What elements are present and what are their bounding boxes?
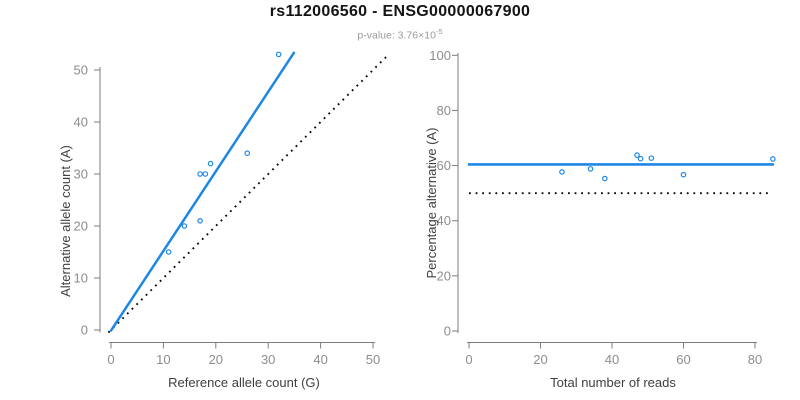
x-tick-label: 40 [313, 352, 327, 367]
data-point [202, 171, 209, 177]
x-tick-label: 50 [366, 352, 380, 367]
y-tick-label: 60 [437, 158, 451, 173]
y-tick-label: 0 [81, 323, 88, 338]
x-tick-label: 80 [748, 352, 762, 367]
x-axis-title: Reference allele count (G) [168, 375, 320, 390]
data-point [197, 171, 203, 177]
data-point [559, 169, 565, 175]
y-tick-label: 40 [437, 213, 451, 228]
x-tick-label: 20 [209, 352, 223, 367]
x-tick-label: 0 [107, 352, 114, 367]
x-tick-label: 0 [465, 352, 472, 367]
p-value-exponent: -5 [435, 27, 443, 36]
data-point [637, 155, 644, 162]
y-tick-label: 30 [74, 167, 88, 182]
data-point [648, 155, 655, 161]
y-tick-label: 50 [74, 63, 88, 78]
identity-line [107, 54, 389, 334]
data-point [634, 152, 640, 158]
data-point [602, 175, 608, 182]
x-tick-label: 10 [156, 352, 170, 367]
x-axis-title: Total number of reads [550, 375, 676, 390]
y-tick-label: 20 [74, 219, 88, 234]
x-tick-label: 60 [676, 352, 690, 367]
data-point [680, 171, 687, 178]
y-tick-label: 20 [437, 268, 451, 283]
data-point [275, 51, 282, 58]
data-point [197, 218, 203, 224]
y-tick-label: 80 [437, 103, 451, 118]
y-tick-label: 40 [74, 115, 88, 130]
data-point [165, 249, 172, 255]
data-point [207, 160, 214, 167]
p-value-subtitle: p-value: 3.76×10-5 [0, 25, 800, 43]
left-panel: 0 10 20 30 40 50 0 10 20 30 40 50 Reference allele c… [58, 51, 389, 390]
regression-line [109, 51, 296, 332]
x-tick-label: 30 [261, 352, 275, 367]
data-point [587, 166, 594, 172]
data-point [244, 150, 251, 157]
data-point [181, 223, 188, 229]
y-axis-title: Alternative allele count (A) [58, 145, 73, 297]
p-value-body: 3.76×10 [397, 29, 436, 42]
x-tick-label: 40 [605, 352, 619, 367]
plot-title: rs112006560 - ENSG00000067900 [269, 3, 531, 20]
y-axis-title: Percentage alternative (A) [424, 127, 439, 278]
p-value-prefix: p-value: [357, 29, 398, 42]
y-tick-label: 0 [444, 324, 451, 339]
x-tick-label: 20 [533, 352, 547, 367]
y-tick-label: 10 [74, 271, 88, 286]
data-point [770, 156, 776, 162]
right-panel: 0 20 40 60 80 0 20 40 60 80 100 Total number of rea… [424, 48, 776, 390]
y-tick-label: 100 [429, 48, 451, 63]
